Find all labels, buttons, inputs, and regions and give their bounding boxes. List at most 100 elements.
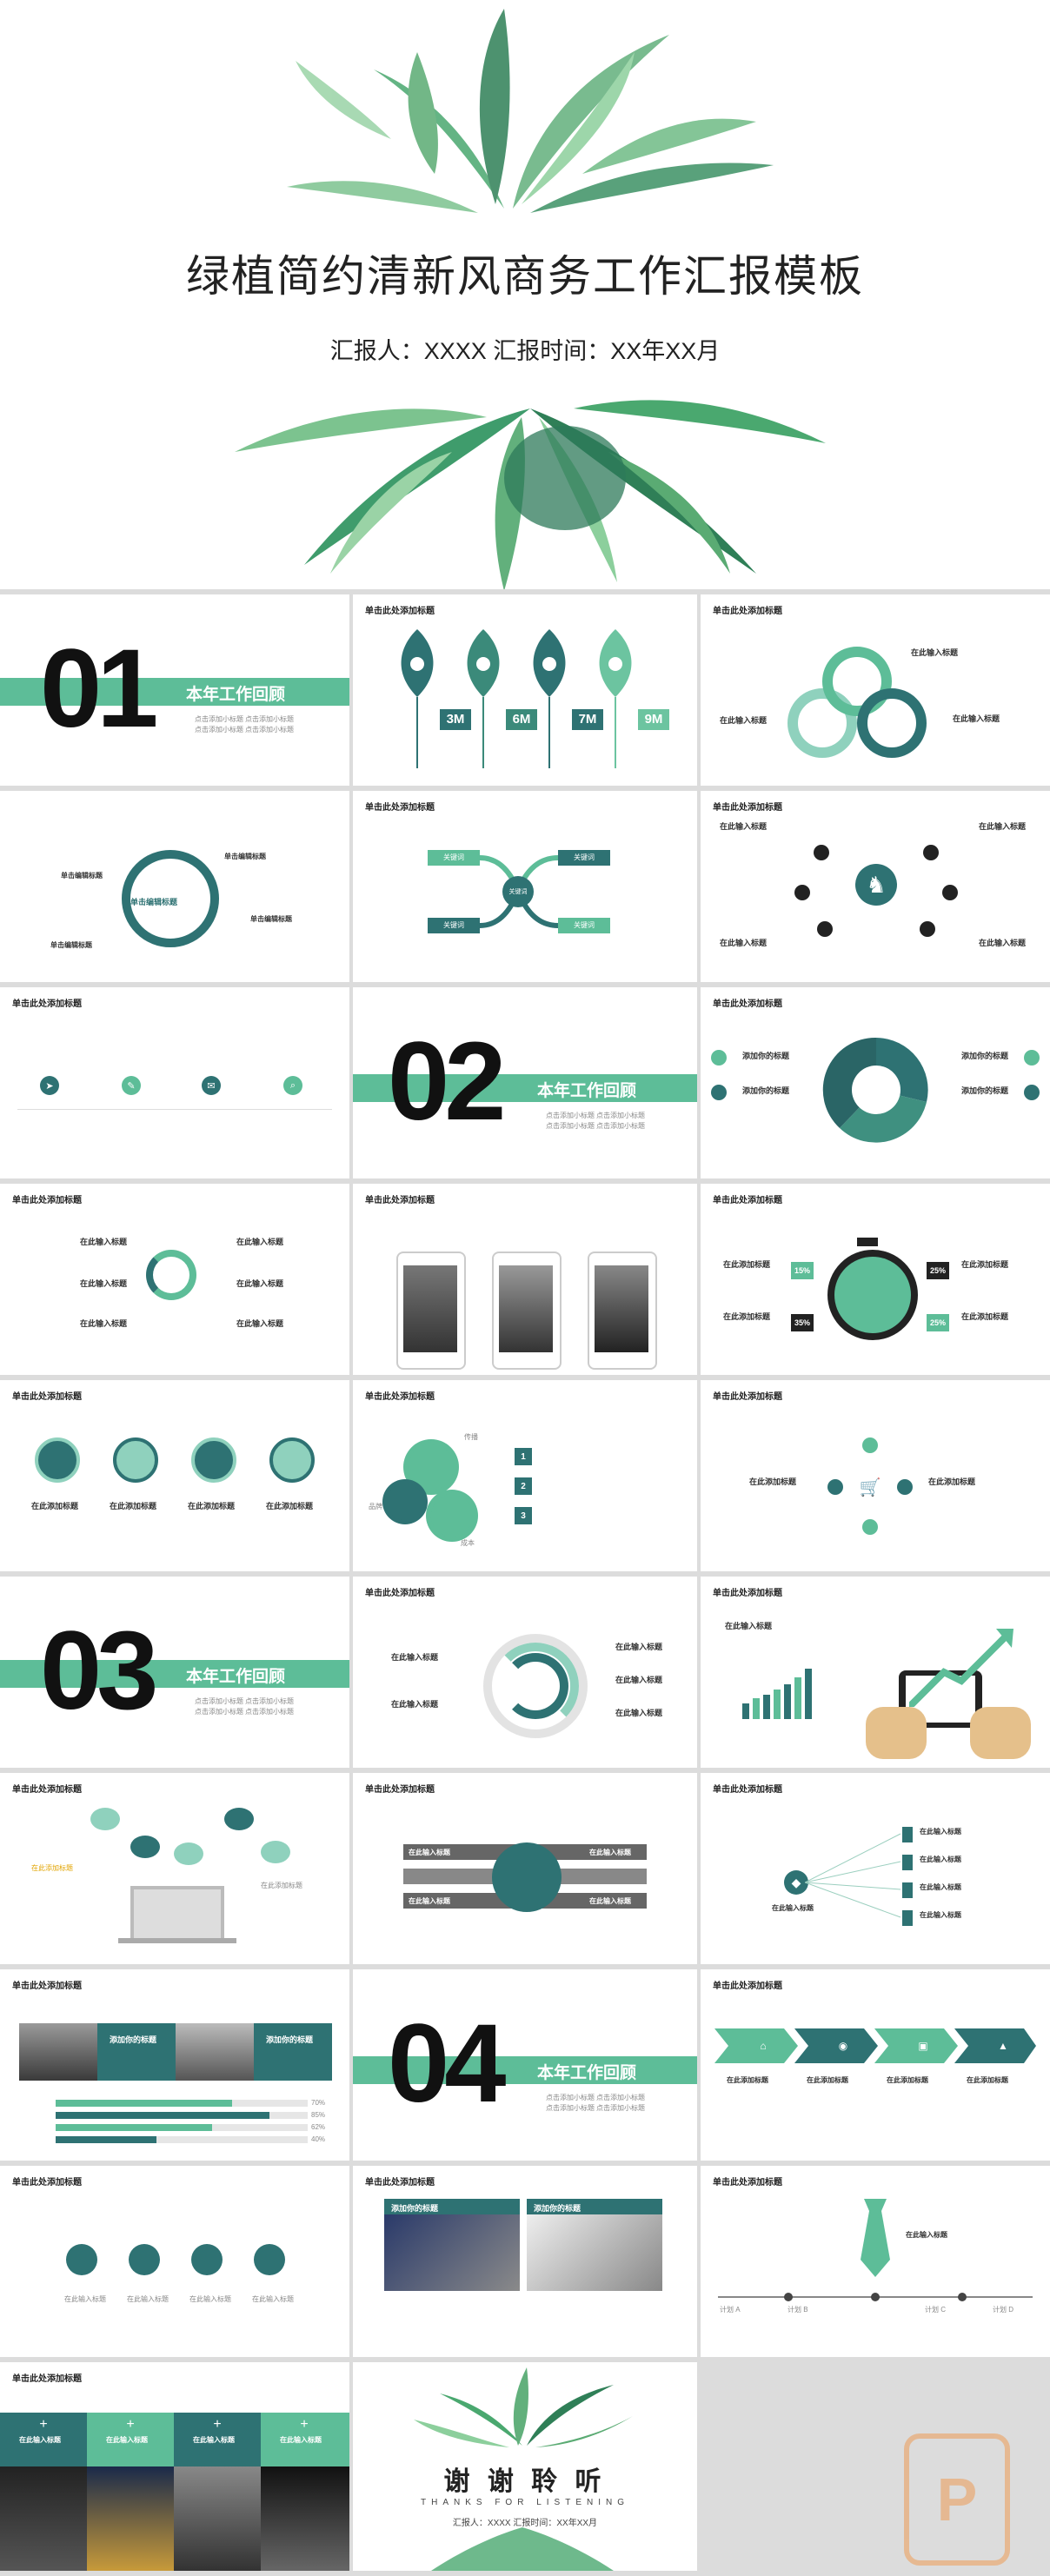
cloud-laptop-slide[interactable]: 单击此处添加标题 在此添加标题 在此添加标题 [0, 1773, 349, 1964]
timeline-dot [871, 2293, 880, 2301]
photo-header-label: 添加你的标题 [534, 2204, 581, 2213]
plus-icon: + [300, 2417, 309, 2432]
cover-subtitle: 汇报人：XXXX 汇报时间：XX年XX月 [329, 338, 721, 364]
bar [784, 1684, 791, 1719]
chevrons-slide[interactable]: 单击此处添加标题 ⌂ ◉ ▣ ▲ 在此添加标题 在此添加标题 在此添加标题 在此… [701, 1969, 1050, 2161]
callout: 单击编辑标题 [50, 941, 92, 949]
photo-bars-slide[interactable]: 单击此处添加标题 添加你的标题 添加你的标题 70% 85% 62% 40% [0, 1969, 349, 2161]
stopwatch-slide[interactable]: 单击此处添加标题 15% 25% 35% 25% 在此添加标题 在此添加标题 在… [701, 1184, 1050, 1375]
horse-slide[interactable]: 单击此处添加标题 在此输入标题 在此输入标题 在此输入标题 在此输入标题 ♞ [701, 791, 1050, 982]
section-01-slide[interactable]: 01 本年工作回顾 点击添加小标题 点击添加小标题 点击添加小标题 点击添加小标… [0, 594, 349, 786]
donut-slide[interactable]: 单击此处添加标题 在此输入标题 在此输入标题 在此输入标题 在此输入标题 在此输… [353, 1577, 697, 1768]
section-03-slide[interactable]: 03 本年工作回顾 点击添加小标题 点击添加小标题 点击添加小标题 点击添加小标… [0, 1577, 349, 1768]
gear-icon [382, 1479, 428, 1524]
cart-cycle-slide[interactable]: 单击此处添加标题 🛒 在此添加标题 在此添加标题 [701, 1380, 1050, 1571]
leaf-value: 9M [638, 709, 669, 730]
cross-slide[interactable]: 单击此处添加标题 关键词 关键词 关键词 关键词 关键词 [353, 791, 697, 982]
section-number: 04 [388, 2002, 506, 2126]
gears-slide[interactable]: 单击此处添加标题 传播 品牌 成本 1 2 3 [353, 1380, 697, 1571]
slide-title: 单击此处添加标题 [12, 1196, 82, 1205]
gauge-label: 在此输入标题 [236, 1319, 284, 1328]
laptop [130, 1886, 224, 1943]
section-subtitle: 点击添加小标题 [546, 2094, 595, 2101]
circle-edit-slide[interactable]: 单击编辑标题 单击编辑标题 单击编辑标题 单击编辑标题 单击编辑标题 [0, 791, 349, 982]
gauge-label: 在此输入标题 [80, 1279, 128, 1288]
donut-arc [502, 1653, 568, 1719]
section-subtitle: 点击添加小标题 [596, 1122, 645, 1130]
thanks-slide[interactable]: 谢 谢 聆 听 THANKS FOR LISTENING 汇报人：XXXX 汇报… [353, 2362, 697, 2571]
callout: 单击编辑标题 [224, 853, 266, 860]
trophy-slide[interactable]: 单击此处添加标题 在此输入标题 在此输入标题 在此输入标题 在此输入标题 [0, 2166, 349, 2357]
percent-badge: 25% [927, 1314, 949, 1331]
donut-label: 在此输入标题 [615, 1643, 663, 1651]
cycle-node [862, 1519, 878, 1535]
section-subtitle: 点击添加小标题 [245, 715, 294, 723]
slide-title: 单击此处添加标题 [365, 1196, 435, 1205]
progress-track [56, 2136, 308, 2143]
ring-label: 在此输入标题 [953, 714, 1000, 723]
progress-value: 40% [311, 2135, 326, 2143]
step-number: 2 [515, 1477, 532, 1495]
timeline-label: 计划 C [925, 2306, 946, 2314]
section-04-slide[interactable]: 04 本年工作回顾 点击添加小标题 点击添加小标题 点击添加小标题 点击添加小标… [353, 1969, 697, 2161]
plus-photos-slide[interactable]: 单击此处添加标题 + + + + 在此输入标题 在此输入标题 在此输入标题 在此… [0, 2362, 349, 2571]
side-icon [1024, 1085, 1040, 1100]
send-icon: ➤ [40, 1076, 59, 1095]
gauge-label: 在此输入标题 [236, 1279, 284, 1288]
progress-value: 70% [311, 2099, 326, 2107]
timeline-dot [784, 2293, 793, 2301]
photo-header-label: 添加你的标题 [391, 2204, 439, 2213]
rings-slide[interactable]: 单击此处添加标题 在此输入标题 在此输入标题 在此输入标题 [701, 594, 1050, 786]
callout: 单击编辑标题 [61, 872, 103, 880]
pie-icons-slide[interactable]: 单击此处添加标题 添加你的标题 添加你的标题 添加你的标题 添加你的标题 [701, 987, 1050, 1178]
slide-title: 单击此处添加标题 [365, 1392, 435, 1402]
side-icon [711, 1050, 727, 1066]
progress-fill [56, 2100, 232, 2107]
section-number: 03 [40, 1609, 158, 1733]
slide-title: 单击此处添加标题 [365, 2178, 435, 2188]
cloud-icon [261, 1841, 290, 1863]
trophy-icon [129, 2244, 160, 2275]
edit-ring-label: 单击编辑标题 [130, 898, 178, 906]
photo-header [384, 2199, 520, 2214]
gear-label: 成本 [461, 1539, 475, 1547]
photo-tile [0, 2466, 87, 2571]
slide-title: 单击此处添加标题 [12, 2178, 82, 2188]
hands-chart-slide[interactable]: 单击此处添加标题 在此输入标题 [701, 1577, 1050, 1768]
gauge-slide[interactable]: 单击此处添加标题 在此输入标题 在此输入标题 在此输入标题 在此输入标题 在此输… [0, 1184, 349, 1375]
fan-people-slide[interactable]: 单击此处添加标题 ◆ 在此输入标题 在此输入标题 在此输入标题 在此输入标题 在… [701, 1773, 1050, 1964]
photo-tile [87, 2466, 174, 2571]
cover-slide[interactable]: 绿植简约清新风商务工作汇报模板 汇报人：XXXX 汇报时间：XX年XX月 [0, 0, 1050, 589]
slide-title: 单击此处添加标题 [713, 803, 782, 813]
bar [794, 1677, 801, 1719]
plus-icon: + [39, 2417, 48, 2432]
bar [774, 1690, 781, 1719]
leaf-value: 3M [440, 709, 471, 730]
badges-slide[interactable]: 单击此处添加标题 在此添加标题 在此添加标题 在此添加标题 在此添加标题 [0, 1380, 349, 1571]
tie-timeline-slide[interactable]: 单击此处添加标题 在此输入标题 计划 A 计划 B 计划 C 计划 D [701, 2166, 1050, 2357]
phones-slide[interactable]: 单击此处添加标题 [353, 1184, 697, 1375]
donut-outer [483, 1634, 588, 1738]
trophy-label: 在此输入标题 [64, 2295, 106, 2303]
section-subtitle: 点击添加小标题 [546, 1122, 595, 1130]
slide-title: 单击此处添加标题 [713, 1392, 782, 1402]
section-02-slide[interactable]: 02 本年工作回顾 点击添加小标题 点击添加小标题 点击添加小标题 点击添加小标… [353, 987, 697, 1178]
side-icon [1024, 1050, 1040, 1066]
trophy-label: 在此输入标题 [127, 2295, 169, 2303]
person-label: 在此输入标题 [920, 1911, 961, 1919]
orbit-dot [814, 845, 829, 860]
keyword-box: 关键词 [558, 918, 610, 933]
section-subtitle: 点击添加小标题 [596, 2094, 645, 2101]
suit-photos-slide[interactable]: 单击此处添加标题 添加你的标题 添加你的标题 [353, 2166, 697, 2357]
arrows-circle-slide[interactable]: 单击此处添加标题 在此输入标题 在此输入标题 在此输入标题 在此输入标题 [353, 1773, 697, 1964]
timeline-label: 计划 A [720, 2306, 741, 2314]
chevron-label: 在此添加标题 [807, 2076, 848, 2084]
progress-value: 85% [311, 2111, 326, 2119]
leaf-value: 7M [572, 709, 603, 730]
four-icons-slide[interactable]: 单击此处添加标题 ➤ ✎ ✉ ⌕ [0, 987, 349, 1178]
donut-label: 在此输入标题 [391, 1700, 439, 1709]
leaves-slide[interactable]: 单击此处添加标题 3M 6M 7M 9M [353, 594, 697, 786]
slide-title: 单击此处添加标题 [713, 1589, 782, 1598]
section-band [353, 1074, 697, 1102]
slide-title: 单击此处添加标题 [12, 2374, 82, 2384]
